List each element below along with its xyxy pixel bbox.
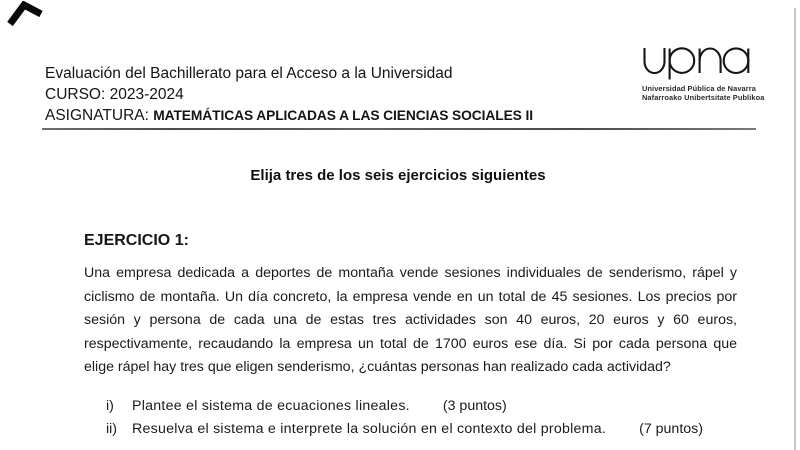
question-text: Resuelva el sistema e interprete la solu… (132, 421, 607, 438)
statement-line: Una empresa dedicada a deportes de monta… (84, 265, 737, 281)
upna-logo: Universidad Pública de Navarra Nafarroak… (642, 47, 764, 103)
statement-line: sesión y persona de cada una de estas tr… (84, 312, 737, 328)
question-item: ii) Resuelva el sistema e interprete la … (106, 418, 703, 441)
subject-label: ASIGNATURA: (45, 107, 154, 124)
exam-subject-line: ASIGNATURA: MATEMÁTICAS APLICADAS A LAS … (45, 105, 533, 126)
header-divider (42, 127, 756, 130)
question-points: (7 puntos) (639, 421, 703, 438)
question-text: Plantee el sistema de ecuaciones lineale… (132, 398, 410, 414)
instruction-text: Elija tres de los seis ejercicios siguie… (250, 167, 546, 184)
statement-line: ciclismo de montaña. Un día concreto, la… (84, 288, 737, 305)
question-marker: i) (106, 398, 114, 414)
question-item: i) Plantee el sistema de ecuaciones line… (106, 395, 703, 418)
university-name-eu: Nafarroako Unibertsitate Publikoa (642, 93, 765, 103)
exam-title: Evaluación del Bachillerato para el Acce… (45, 65, 453, 82)
exam-course: CURSO: 2023-2024 (45, 86, 184, 103)
university-name-es: Universidad Pública de Navarra (642, 84, 756, 93)
exam-header: Evaluación del Bachillerato para el Acce… (45, 63, 533, 126)
question-list: i) Plantee el sistema de ecuaciones line… (106, 395, 703, 441)
exercise-title: EJERCICIO 1: (84, 232, 189, 249)
scan-edge-line (794, 8, 796, 450)
subject-name: MATEMÁTICAS APLICADAS A LAS CIENCIAS SOC… (153, 108, 533, 123)
statement-line: elige rápel hay tres que eligen senderis… (84, 359, 671, 375)
scan-corner-mark-icon (7, 1, 43, 27)
question-marker: ii) (106, 421, 118, 438)
statement-line: respectivamente, recaudando la empresa u… (84, 335, 737, 352)
upna-wordmark-icon (643, 47, 750, 80)
question-points: (3 puntos) (442, 398, 507, 414)
exercise-statement: Una empresa dedicada a deportes de monta… (84, 262, 737, 380)
